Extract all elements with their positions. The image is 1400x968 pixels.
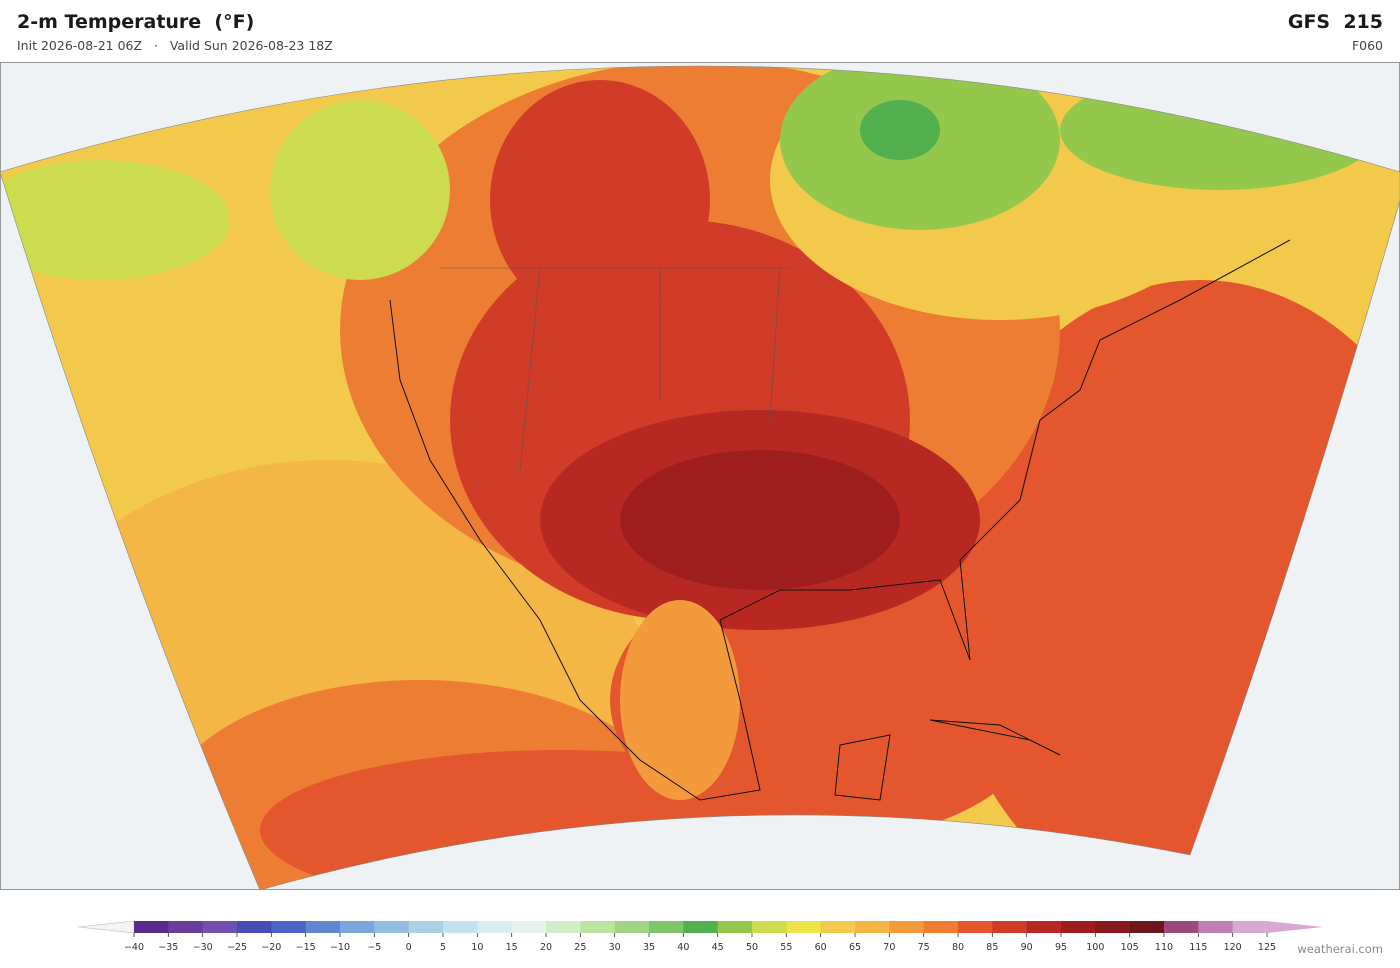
model-label: GFS 215 xyxy=(1288,11,1383,33)
colorbar-tick-label: 60 xyxy=(815,942,827,953)
colorbar-tick-label: 55 xyxy=(780,942,792,953)
colorbar-tick-label: 100 xyxy=(1086,942,1104,953)
colorbar-tick-label: 25 xyxy=(574,942,586,953)
colorbar-segment xyxy=(305,921,341,933)
colorbar-tick-label: 40 xyxy=(677,942,689,953)
title: 2-m Temperature (°F) xyxy=(17,11,254,33)
forecast-hour: F060 xyxy=(1352,38,1383,53)
coastline-islands xyxy=(834,719,1061,801)
colorbar-tick-label: 10 xyxy=(471,942,483,953)
colorbar-tick-label: 110 xyxy=(1155,942,1173,953)
colorbar-tick-label: 115 xyxy=(1189,942,1207,953)
borders xyxy=(440,267,790,471)
colorbar-tick-label: −35 xyxy=(158,942,178,953)
colorbar-tick-label: 105 xyxy=(1121,942,1139,953)
colorbar-segment xyxy=(649,921,684,933)
colorbar-tick-label: 90 xyxy=(1021,942,1033,953)
colorbar-tick-label: −40 xyxy=(124,942,144,953)
colorbar-segment xyxy=(1095,921,1131,933)
colorbar-tick-label: 125 xyxy=(1258,942,1276,953)
colorbar-tick-label: −15 xyxy=(296,942,316,953)
colorbar-segment xyxy=(340,921,375,933)
colorbar-tick-label: 75 xyxy=(918,942,930,953)
colorbar-tick-label: −30 xyxy=(193,942,213,953)
colorbar-tick-label: −25 xyxy=(227,942,247,953)
colorbar-segment xyxy=(546,921,581,933)
colorbar-segment xyxy=(202,921,238,933)
colorbar-segment xyxy=(580,921,616,933)
colorbar-segment xyxy=(134,921,169,933)
colorbar-segment xyxy=(511,921,547,933)
colorbar-tick-label: 65 xyxy=(849,942,861,953)
colorbar-segment xyxy=(443,921,478,933)
colorbar-segment xyxy=(1164,921,1199,933)
domain-outline xyxy=(0,65,1400,891)
colorbar-segment xyxy=(923,921,959,933)
colorbar-segment xyxy=(752,921,787,933)
colorbar-segment xyxy=(992,921,1028,933)
colorbar-tick-label: 15 xyxy=(506,942,518,953)
colorbar-extend-high xyxy=(1267,921,1323,933)
colorbar-segment xyxy=(1129,921,1165,933)
colorbar-tick-label: 35 xyxy=(643,942,655,953)
colorbar-tick-label: 120 xyxy=(1224,942,1242,953)
colorbar-segment xyxy=(1198,921,1234,933)
colorbar-segment xyxy=(168,921,204,933)
colorbar-segment xyxy=(614,921,650,933)
colorbar-segment xyxy=(1026,921,1062,933)
colorbar-segment xyxy=(717,921,753,933)
colorbar-segment xyxy=(820,921,856,933)
colorbar-tick-label: 85 xyxy=(986,942,998,953)
colorbar-segment xyxy=(408,921,444,933)
colorbar-tick-label: 20 xyxy=(540,942,552,953)
colorbar-tick-label: −10 xyxy=(330,942,350,953)
map xyxy=(0,62,1400,891)
colorbar-segment xyxy=(683,921,719,933)
colorbar-segment xyxy=(374,921,410,933)
colorbar-segment xyxy=(1061,921,1096,933)
credit: weatherai.com xyxy=(1297,942,1383,956)
subtitle: Init 2026-08-21 06Z · Valid Sun 2026-08-… xyxy=(17,38,333,53)
colorbar-tick-label: 80 xyxy=(952,942,964,953)
colorbar-tick-label: 70 xyxy=(883,942,895,953)
colorbar-segment xyxy=(855,921,890,933)
colorbar-segment xyxy=(237,921,272,933)
colorbar-tick-label: 5 xyxy=(440,942,446,953)
colorbar-tick-label: 50 xyxy=(746,942,758,953)
colorbar-segment xyxy=(889,921,925,933)
colorbar-tick-label: 0 xyxy=(406,942,412,953)
colorbar-tick-label: 95 xyxy=(1055,942,1067,953)
colorbar-tick-label: −5 xyxy=(367,942,381,953)
coastline xyxy=(389,239,1291,801)
colorbar-segment xyxy=(271,921,307,933)
colorbar-segment xyxy=(958,921,993,933)
colorbar-segment xyxy=(786,921,822,933)
colorbar-tick-label: −20 xyxy=(261,942,281,953)
colorbar-segment xyxy=(477,921,513,933)
colorbar: −40 −35 −30 −25 −20 −15 −10 −5 0 5 10 15 20 25 30 35 40 4… xyxy=(77,920,1323,953)
colorbar-tick-label: 30 xyxy=(609,942,621,953)
colorbar-segment xyxy=(1232,921,1268,933)
colorbar-tick-label: 45 xyxy=(712,942,724,953)
